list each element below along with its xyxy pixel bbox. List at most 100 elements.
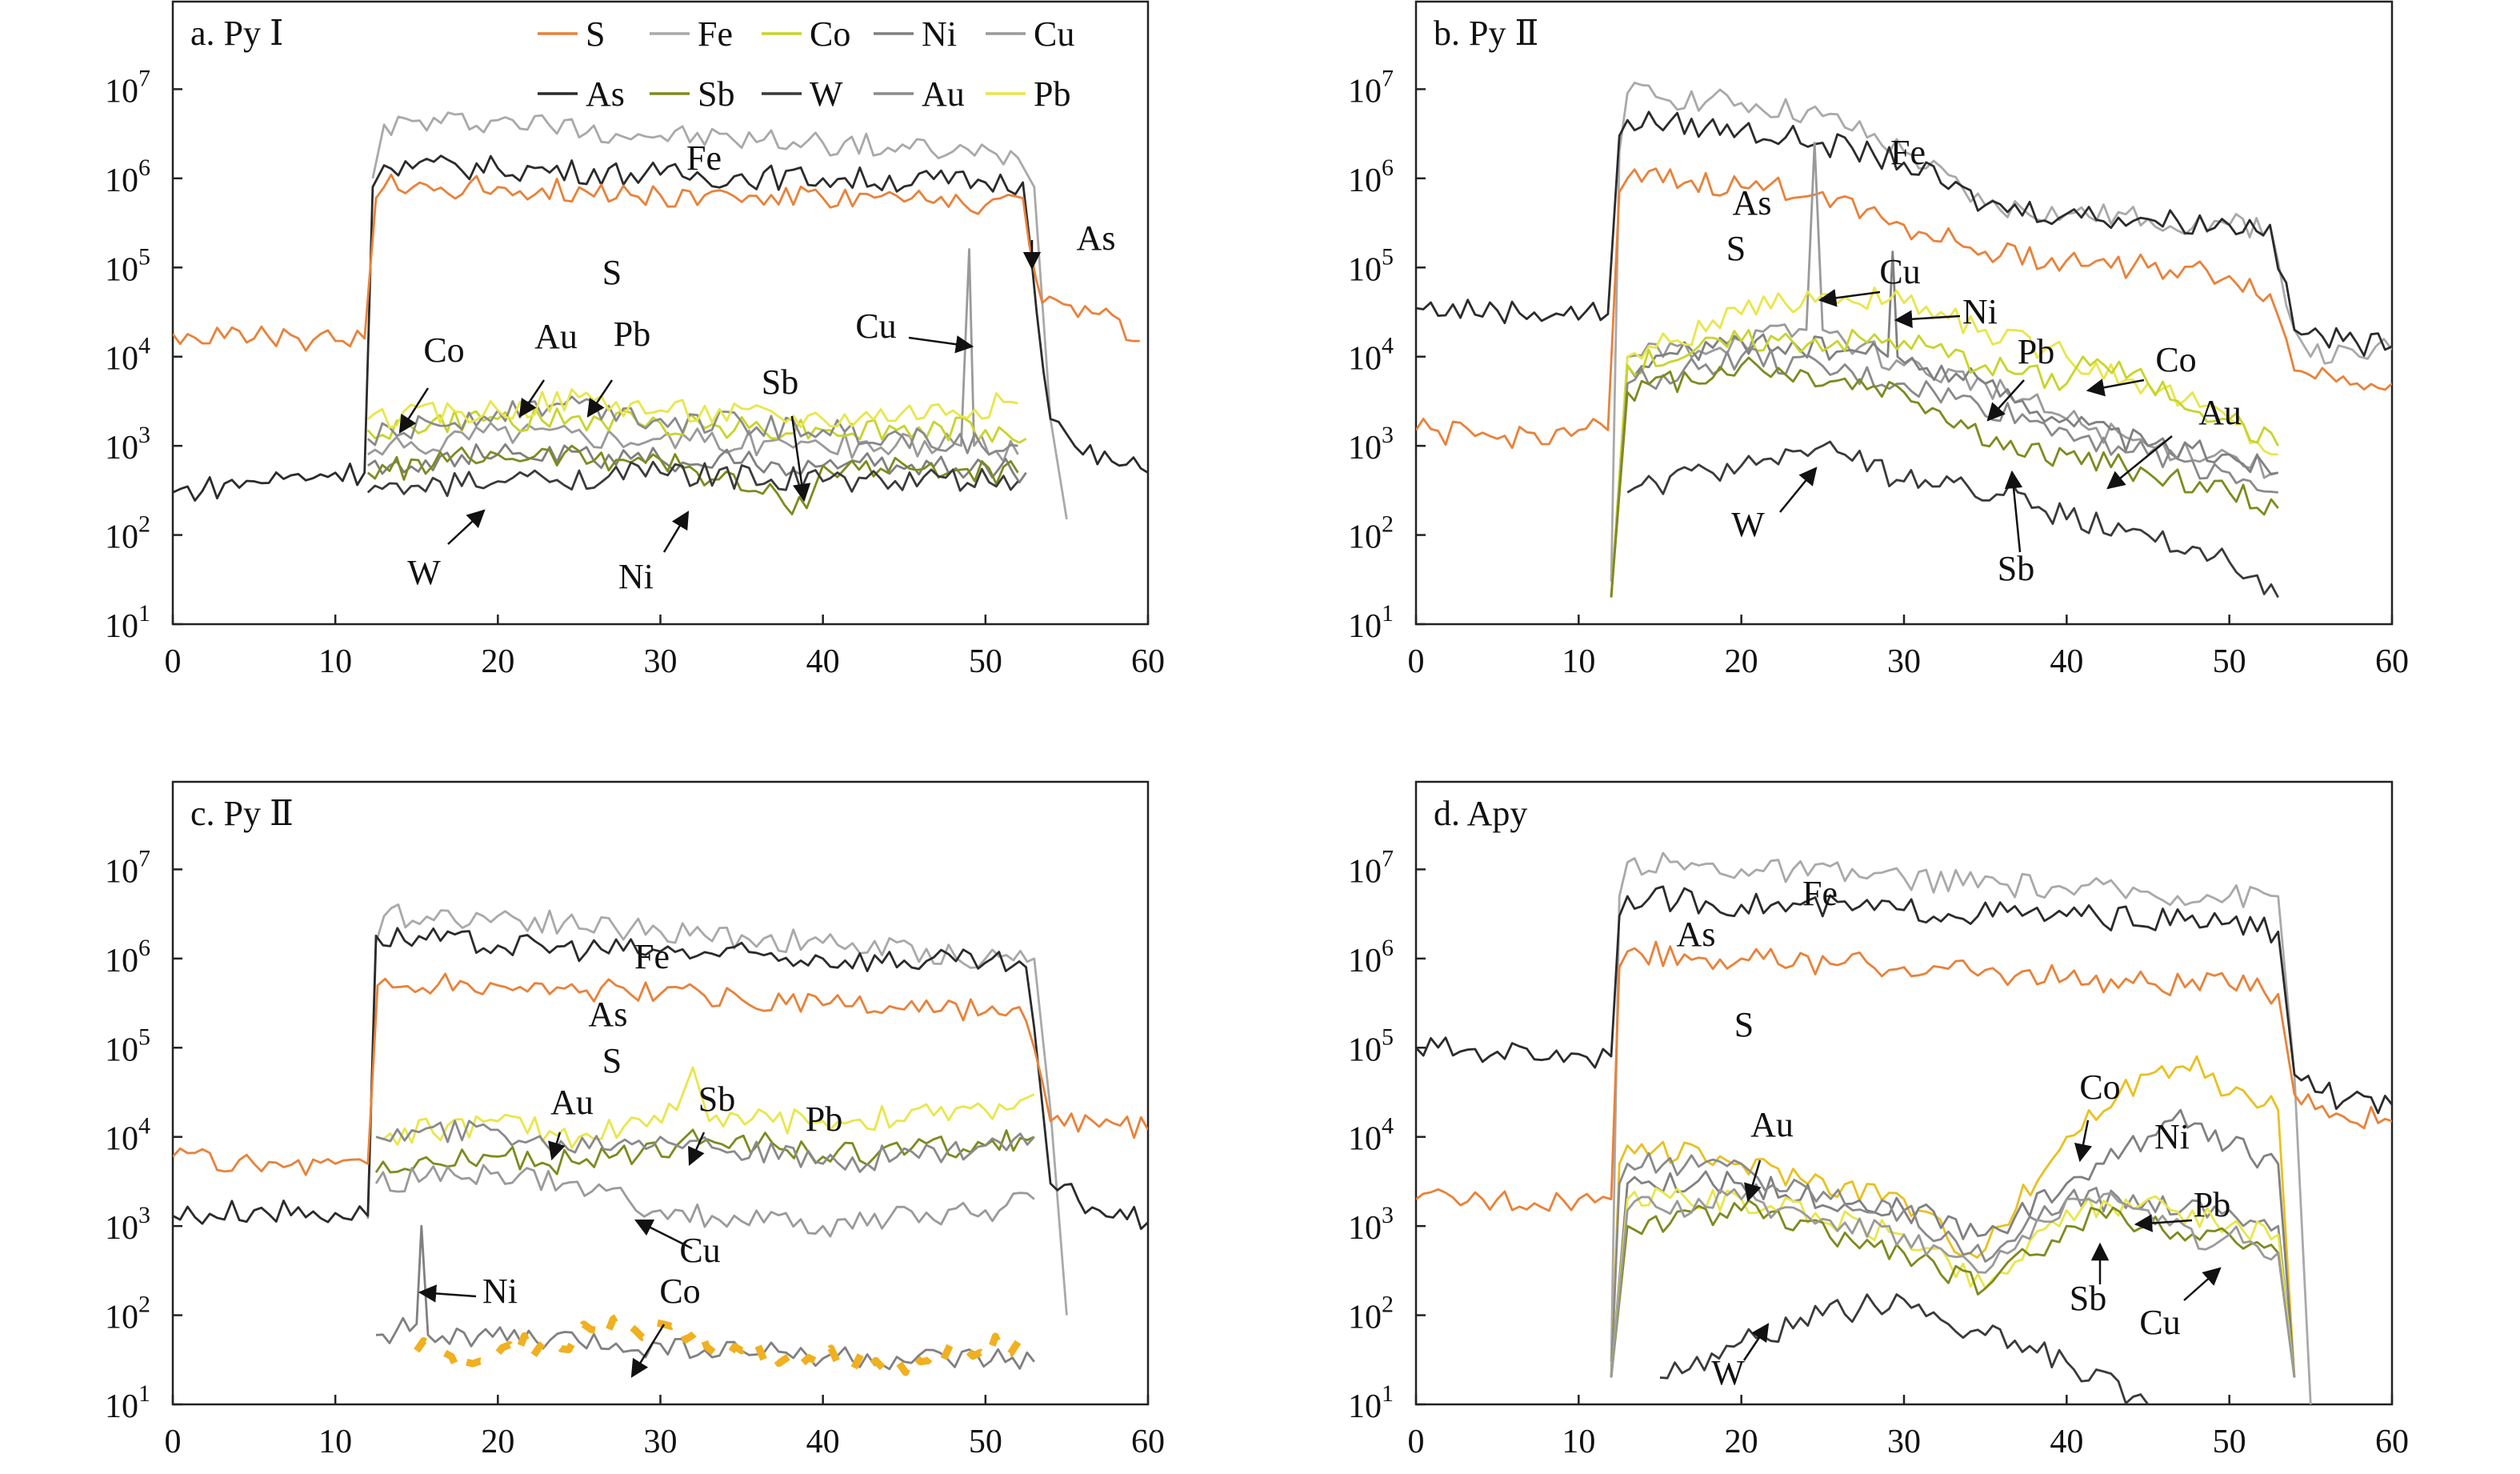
y-tick-exponent: 5	[138, 1023, 150, 1050]
y-tick-label: 106	[1348, 154, 1394, 199]
y-tick-exponent: 4	[1382, 1113, 1394, 1140]
series-line-au	[1610, 346, 2278, 598]
y-tick-label: 105	[1348, 1023, 1394, 1068]
annotation-arrow	[1744, 1160, 1762, 1203]
y-tick-base: 10	[1348, 1121, 1382, 1158]
series-line-cu	[367, 248, 1019, 463]
y-tick-exponent: 6	[1382, 935, 1394, 961]
y-tick-exponent: 5	[1382, 1023, 1394, 1050]
annotation-label: Pb	[2194, 1185, 2230, 1224]
panel-title: a. Py Ⅰ	[190, 14, 283, 53]
annotation-arrow	[2086, 379, 2145, 397]
y-tick-base: 10	[1348, 1388, 1382, 1425]
annotation-arrow	[586, 379, 614, 418]
legend-item-as: As	[538, 74, 625, 114]
annotation-label: Cu	[1879, 252, 1920, 291]
x-tick-label: 10	[318, 643, 352, 680]
annotation-label: W	[407, 553, 441, 592]
annotation-label: S	[1726, 229, 1746, 268]
x-tick-label: 30	[644, 1424, 678, 1460]
y-tick-label: 107	[1348, 845, 1394, 890]
annotation-label: S	[1734, 1005, 1754, 1044]
y-tick-label: 107	[105, 65, 150, 110]
y-tick-exponent: 3	[138, 1202, 150, 1228]
y-tick-base: 10	[105, 341, 138, 378]
y-tick-base: 10	[1348, 341, 1382, 378]
x-tick-label: 30	[644, 643, 678, 680]
annotation-arrow	[2134, 1214, 2193, 1232]
y-tick-label: 104	[1348, 333, 1394, 378]
series-group	[1416, 851, 2392, 1404]
y-tick-exponent: 3	[1382, 1202, 1394, 1228]
annotation-label: Fe	[1802, 874, 1838, 913]
annotation-label: Sb	[1998, 549, 2034, 588]
series-line-s	[1416, 167, 2392, 450]
y-tick-exponent: 7	[138, 845, 150, 871]
series-line-s	[1416, 940, 2392, 1212]
y-tick-base: 10	[1348, 430, 1382, 467]
y-tick-label: 105	[105, 1023, 150, 1068]
annotation-arrow	[1742, 1323, 1770, 1361]
y-tick-label: 103	[105, 422, 150, 467]
series-line-fe	[1610, 851, 2312, 1404]
annotation-label: Pb	[806, 1099, 842, 1139]
x-tick-label: 20	[481, 643, 514, 680]
series-line-pb	[1610, 1187, 2296, 1378]
annotation-label: Ni	[618, 557, 654, 596]
legend-label: Cu	[1034, 14, 1074, 54]
annotation-arrow	[634, 1219, 693, 1250]
y-tick-exponent: 6	[138, 154, 150, 181]
legend-label: As	[586, 74, 625, 114]
annotation-label: Au	[2198, 393, 2242, 432]
legend-item-cu: Cu	[986, 14, 1074, 54]
annotation-label: Sb	[762, 362, 798, 402]
annotation-label: W	[1731, 505, 1765, 544]
x-tick-label: 20	[1725, 643, 1758, 680]
annotation-label: As	[1677, 915, 1716, 954]
y-tick-base: 10	[1348, 519, 1382, 556]
x-tick-label: 60	[1131, 643, 1165, 680]
annotation-label: Sb	[2070, 1279, 2106, 1318]
series-line-co	[1610, 328, 2279, 598]
x-tick-label: 60	[1131, 1424, 1165, 1460]
y-tick-exponent: 4	[1382, 333, 1394, 359]
annotation-arrow	[1986, 379, 2025, 422]
x-tick-label: 0	[1408, 1424, 1425, 1460]
x-tick-label: 40	[806, 1424, 840, 1460]
series-line-cu	[1610, 1188, 2296, 1378]
x-tick-label: 0	[165, 1424, 182, 1460]
series-line-w	[1626, 440, 2279, 599]
x-tick-label: 30	[1887, 643, 1921, 680]
y-tick-label: 106	[105, 935, 150, 979]
annotation-label: As	[1733, 183, 1772, 222]
series-line-pb	[375, 1066, 1035, 1149]
y-tick-label: 101	[1348, 600, 1394, 645]
series-line-s	[173, 173, 1140, 352]
annotation-arrow	[2074, 1120, 2093, 1163]
annotation-label: Co	[423, 330, 464, 370]
y-tick-label: 107	[1348, 65, 1394, 110]
annotation-arrow	[418, 1284, 477, 1303]
y-tick-label: 102	[105, 511, 150, 556]
y-tick-label: 103	[1348, 1202, 1394, 1247]
y-tick-exponent: 7	[138, 65, 150, 91]
y-tick-base: 10	[105, 853, 138, 890]
annotation-arrow	[2183, 1267, 2222, 1301]
y-tick-base: 10	[1348, 73, 1382, 110]
annotation-arrow	[1894, 310, 1961, 328]
annotation-arrow	[2106, 435, 2173, 490]
annotation-label: Ni	[2154, 1117, 2190, 1156]
series-line-sb	[374, 1128, 1035, 1176]
y-tick-label: 106	[105, 154, 150, 199]
y-tick-base: 10	[1348, 943, 1382, 979]
x-tick-label: 40	[2050, 1424, 2083, 1460]
series-line-co	[414, 1311, 1022, 1376]
series-line-sb	[1610, 356, 2279, 598]
annotation-arrow	[790, 415, 811, 503]
annotation-label: As	[1077, 218, 1116, 258]
legend-item-ni: Ni	[874, 14, 957, 54]
series-line-pb	[1610, 286, 2278, 598]
x-tick-label: 10	[1562, 1424, 1595, 1460]
y-tick-label: 103	[105, 1202, 150, 1247]
